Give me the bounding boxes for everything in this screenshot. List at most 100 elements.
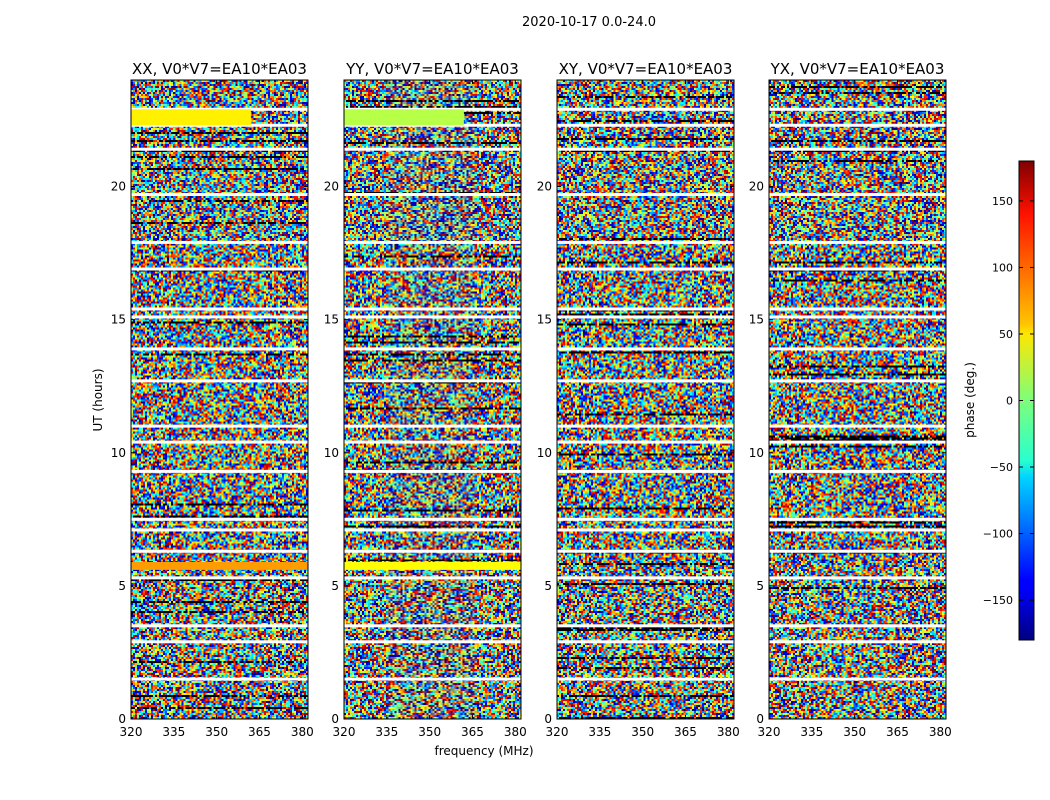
panel-yx: YX, V0*V7=EA10*EA03 320 335 350 365 380 0 5 10 15… <box>749 60 952 739</box>
x-tick-label: 365 <box>461 725 484 739</box>
y-tick-label: 10 <box>324 446 339 460</box>
panel-frame <box>556 79 735 720</box>
data-gap <box>131 677 308 681</box>
solid-phase-band <box>344 561 521 570</box>
data-gap <box>557 307 734 311</box>
x-tick-label: 350 <box>205 725 228 739</box>
colorbar-tick-label: 100 <box>992 261 1013 274</box>
data-gap <box>344 528 521 532</box>
colorbar-ticks: −150 −100 −50 0 50 100 150 <box>983 195 1034 607</box>
data-gap <box>557 677 734 681</box>
data-gap <box>344 640 521 644</box>
y-tick-label: 15 <box>537 313 552 327</box>
colorbar-tick-label: −150 <box>983 594 1013 607</box>
data-gap <box>131 307 308 311</box>
data-gap <box>557 379 734 383</box>
data-gap <box>131 379 308 383</box>
data-gap <box>557 624 734 628</box>
data-gap <box>557 469 734 473</box>
panel-frame <box>343 79 522 720</box>
x-tick-label: 320 <box>120 725 143 739</box>
phase-heatmap-xx <box>131 80 308 719</box>
data-gap <box>557 315 734 319</box>
y-tick-label: 5 <box>118 579 126 593</box>
data-gap <box>344 624 521 628</box>
y-tick-label: 20 <box>537 180 552 194</box>
data-gap <box>131 147 308 151</box>
data-gap <box>344 517 521 521</box>
data-gap <box>557 192 734 196</box>
y-tick-label: 0 <box>331 712 339 726</box>
data-gap <box>344 147 521 151</box>
data-gap <box>769 440 946 444</box>
x-tick-label: 380 <box>291 725 314 739</box>
data-gap <box>131 315 308 319</box>
data-gap <box>557 147 734 151</box>
data-gap <box>769 576 946 580</box>
data-gap <box>769 517 946 521</box>
y-tick-label: 20 <box>324 180 339 194</box>
data-gap <box>557 640 734 644</box>
y-tick-label: 20 <box>111 180 126 194</box>
data-gap <box>557 517 734 521</box>
x-tick-label: 335 <box>375 725 398 739</box>
data-gap <box>344 315 521 319</box>
data-gap <box>557 576 734 580</box>
y-tick-label: 20 <box>749 180 764 194</box>
y-tick-label: 10 <box>537 446 552 460</box>
x-tick-label: 335 <box>162 725 185 739</box>
data-gap <box>557 424 734 428</box>
data-gap <box>344 440 521 444</box>
data-gap <box>131 192 308 196</box>
data-gap <box>769 315 946 319</box>
y-tick-label: 10 <box>749 446 764 460</box>
solid-phase-band <box>131 561 308 570</box>
data-gap <box>769 192 946 196</box>
heatmap-panels: XX, V0*V7=EA10*EA03 320 335 350 365 380 0 5 10 15… <box>111 60 952 739</box>
data-gap <box>131 517 308 521</box>
data-gap <box>769 528 946 532</box>
data-gap <box>557 107 734 111</box>
x-tick-label: 320 <box>546 725 569 739</box>
y-tick-label: 15 <box>324 313 339 327</box>
y-tick-label: 0 <box>756 712 764 726</box>
y-tick-label: 0 <box>544 712 552 726</box>
data-gap <box>557 267 734 271</box>
data-gap <box>557 528 734 532</box>
y-tick-label: 0 <box>118 712 126 726</box>
phase-heatmap-yx <box>769 80 946 719</box>
x-tick-label: 365 <box>674 725 697 739</box>
panel-frame <box>768 79 947 720</box>
data-gap <box>557 123 734 127</box>
data-gap <box>131 469 308 473</box>
panel-yy: YY, V0*V7=EA10*EA03 320 335 350 365 380 0 5 10 15… <box>324 60 527 739</box>
data-gap <box>344 379 521 383</box>
y-axis-label: UT (hours) <box>91 368 105 431</box>
data-gap <box>557 240 734 244</box>
panel-title: XY, V0*V7=EA10*EA03 <box>559 60 733 78</box>
data-gap <box>131 549 308 553</box>
data-gap <box>769 240 946 244</box>
data-gap <box>769 347 946 351</box>
y-tick-label: 15 <box>111 313 126 327</box>
y-tick-label: 5 <box>544 579 552 593</box>
colorbar-label: phase (deg.) <box>963 362 977 438</box>
x-tick-label: 320 <box>333 725 356 739</box>
data-gap <box>344 307 521 311</box>
data-gap <box>557 347 734 351</box>
solid-phase-band <box>131 109 251 126</box>
data-gap <box>557 549 734 553</box>
data-gap <box>769 549 946 553</box>
panel-title: XX, V0*V7=EA10*EA03 <box>132 60 307 78</box>
data-gap <box>131 267 308 271</box>
colorbar-tick-label: 50 <box>999 328 1013 341</box>
data-gap <box>344 677 521 681</box>
panel-xx: XX, V0*V7=EA10*EA03 320 335 350 365 380 0 5 10 15… <box>111 60 314 739</box>
data-gap <box>344 240 521 244</box>
x-tick-label: 380 <box>504 725 527 739</box>
data-gap <box>344 347 521 351</box>
data-gap <box>769 107 946 111</box>
figure-suptitle: 2020-10-17 0.0-24.0 <box>522 15 656 30</box>
phase-heatmap-yy <box>344 80 521 719</box>
data-gap <box>769 469 946 473</box>
